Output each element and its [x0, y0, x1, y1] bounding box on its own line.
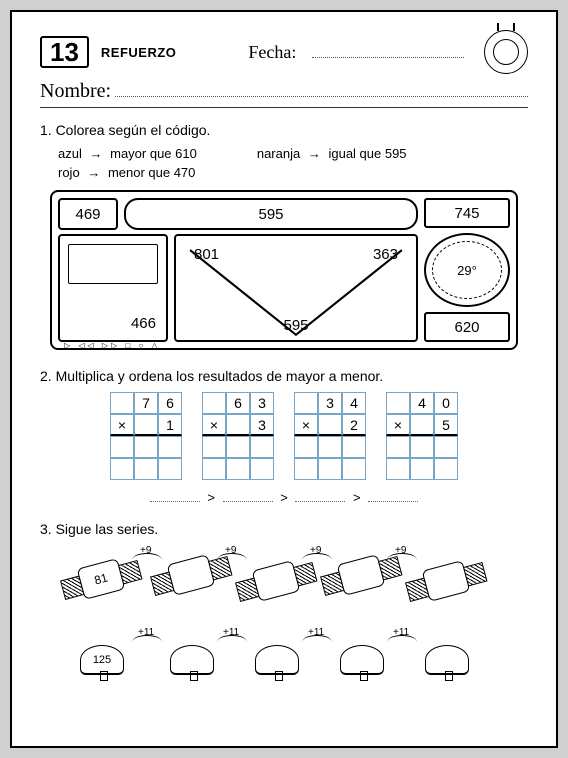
dish-1[interactable]: 125: [80, 645, 124, 675]
mult-grid-1[interactable]: 76 ×1: [110, 392, 182, 480]
dial-29[interactable]: 29°: [424, 233, 510, 307]
cassette-panel[interactable]: 466: [58, 234, 168, 342]
lesson-number: 13: [40, 36, 89, 69]
dish-5[interactable]: [425, 645, 469, 675]
q1-legend-row2: rojo → menor que 470: [58, 165, 528, 180]
header: 13 REFUERZO Fecha:: [40, 30, 528, 74]
series-drawing: 81 +9 +9 +9 +9 125 +11 +11 +11 +11: [40, 545, 528, 715]
refuerzo-label: REFUERZO: [101, 45, 177, 60]
multiplication-grids: 76 ×1 63 ×3 34 ×2 40 ×5: [40, 392, 528, 480]
fecha-label: Fecha:: [248, 42, 296, 63]
panel-620[interactable]: 620: [424, 312, 510, 342]
radio-drawing: 469 595 466 801 363 595: [50, 190, 518, 350]
satellite-5[interactable]: [422, 560, 471, 602]
q1-legend-row1: azul → mayor que 610 naranja → igual que…: [58, 146, 528, 161]
panel-466: 466: [131, 315, 156, 332]
mult-grid-4[interactable]: 40 ×5: [386, 392, 458, 480]
satellite-2[interactable]: [167, 554, 216, 596]
order-row[interactable]: > > >: [40, 490, 528, 505]
dish-2[interactable]: [170, 645, 214, 675]
avatar-icon: [484, 30, 528, 74]
satellite-4[interactable]: [337, 554, 386, 596]
nombre-label: Nombre:: [40, 80, 111, 103]
q3-prompt: 3. Sigue las series.: [40, 521, 528, 537]
mult-grid-2[interactable]: 63 ×3: [202, 392, 274, 480]
satellite-3[interactable]: [252, 560, 301, 602]
satellite-1[interactable]: 81: [77, 558, 126, 600]
panel-595a[interactable]: 595: [124, 198, 418, 230]
speaker-panel[interactable]: 801 363 595: [174, 234, 418, 342]
q1-prompt: 1. Colorea según el código.: [40, 122, 528, 138]
panel-745[interactable]: 745: [424, 198, 510, 228]
nombre-input-line[interactable]: [115, 85, 528, 97]
radio-controls-icon: ▷ ◁◁ ▷▷ □ ○ △: [64, 341, 161, 350]
panel-469[interactable]: 469: [58, 198, 118, 230]
dish-4[interactable]: [340, 645, 384, 675]
dish-3[interactable]: [255, 645, 299, 675]
fecha-input-line[interactable]: [312, 46, 464, 58]
mult-grid-3[interactable]: 34 ×2: [294, 392, 366, 480]
